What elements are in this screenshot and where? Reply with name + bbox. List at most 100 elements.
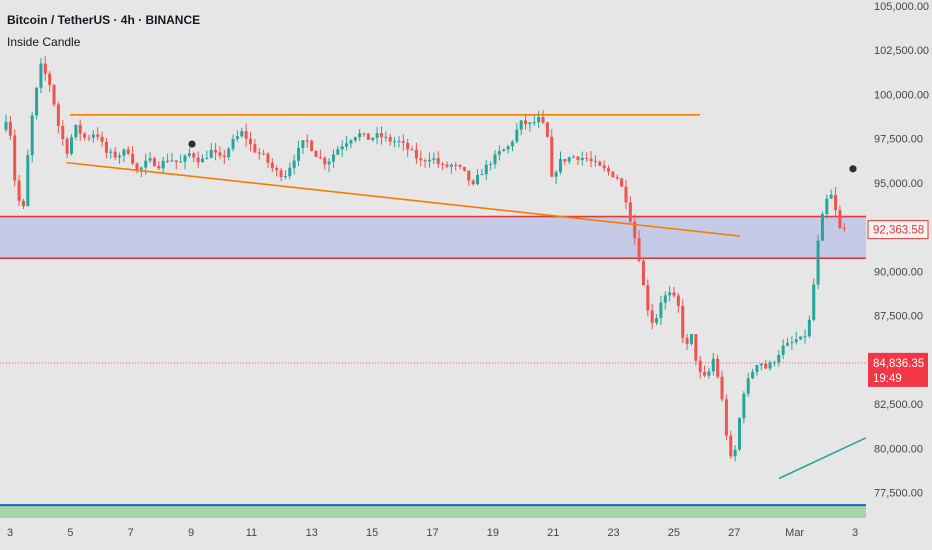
candle-body xyxy=(576,156,580,160)
candle xyxy=(331,149,335,168)
candle-body xyxy=(166,160,170,162)
candle-body xyxy=(371,137,375,140)
candle-body xyxy=(179,161,183,163)
candle xyxy=(375,126,379,144)
candle-body xyxy=(301,140,305,148)
candle xyxy=(611,171,615,178)
candle xyxy=(554,170,558,185)
candle-body xyxy=(379,133,383,137)
candle-body xyxy=(650,310,654,323)
candle-body xyxy=(148,158,152,161)
candle xyxy=(131,145,135,166)
candle xyxy=(663,291,667,310)
candle-body xyxy=(593,161,597,163)
price-tick-label: 95,000.00 xyxy=(874,178,923,190)
candle xyxy=(668,286,672,302)
candle xyxy=(432,152,436,165)
candle xyxy=(318,149,322,160)
candle xyxy=(742,391,746,424)
candle xyxy=(532,115,536,126)
candle-body xyxy=(318,157,322,159)
candle-body xyxy=(17,180,21,201)
candle xyxy=(39,58,43,93)
candle xyxy=(768,360,772,371)
price-tick-label: 100,000.00 xyxy=(874,89,929,101)
symbol-title[interactable]: Bitcoin / TetherUS · 4h · BINANCE xyxy=(7,13,201,27)
candle-body xyxy=(746,378,750,394)
uptrend-line xyxy=(778,437,867,480)
candle-body xyxy=(755,365,759,372)
candle-body xyxy=(607,168,611,172)
candle-body xyxy=(56,104,60,126)
candle xyxy=(8,115,12,140)
candle xyxy=(820,211,824,241)
candle-body xyxy=(646,285,650,311)
time-axis[interactable]: 3 5 7 9 11 13 15 17 19 21 23 25 27 Mar 3 xyxy=(7,527,858,539)
candle xyxy=(807,315,811,339)
candle-body xyxy=(327,161,331,165)
candle-body xyxy=(641,260,645,286)
candle xyxy=(593,155,597,167)
candle-body xyxy=(764,363,768,369)
candle xyxy=(196,151,200,168)
candle xyxy=(74,124,78,141)
candle xyxy=(515,123,519,144)
candle-body xyxy=(423,160,427,162)
time-tick-label: Mar xyxy=(785,527,804,539)
candle xyxy=(78,119,82,141)
candle-body xyxy=(550,136,554,177)
candle-body xyxy=(21,200,25,207)
current-price-label: 84,836.35 xyxy=(873,358,924,370)
candle-body xyxy=(668,292,672,296)
support-zone xyxy=(0,216,866,259)
candle xyxy=(379,126,383,145)
candle-body xyxy=(139,167,143,170)
candle xyxy=(655,314,659,326)
candle xyxy=(746,373,750,397)
candle-body xyxy=(794,339,798,343)
candle xyxy=(104,137,108,159)
candle xyxy=(336,145,340,156)
candle xyxy=(707,367,711,379)
candle-body xyxy=(436,158,440,164)
candle-body xyxy=(720,376,724,400)
candle-body xyxy=(707,371,711,376)
candle xyxy=(545,121,549,138)
price-tick-label: 97,500.00 xyxy=(874,134,923,146)
price-axis[interactable]: 77,500.0080,000.0082,500.0085,000.0087,5… xyxy=(874,1,929,500)
candle xyxy=(56,102,60,134)
candle xyxy=(270,158,274,173)
indicator-label[interactable]: Inside Candle xyxy=(7,35,81,49)
candle xyxy=(441,161,445,171)
candle-body xyxy=(777,354,781,363)
candle-body xyxy=(122,149,126,156)
candle xyxy=(764,360,768,370)
candle-body xyxy=(214,149,218,153)
candle-body xyxy=(428,159,432,162)
candle xyxy=(589,151,593,168)
candle xyxy=(803,329,807,344)
candle-body xyxy=(528,122,532,125)
candle xyxy=(598,160,602,167)
candle xyxy=(772,360,776,367)
candle xyxy=(585,152,589,162)
candle xyxy=(118,152,122,164)
countdown-label: 19:49 xyxy=(873,373,902,385)
candle-body xyxy=(554,172,558,177)
candle-body xyxy=(297,147,301,161)
candle xyxy=(187,147,191,158)
candle-body xyxy=(737,418,741,450)
candle-body xyxy=(87,137,91,139)
candle-body xyxy=(580,157,584,160)
candle xyxy=(628,196,632,225)
candle-body xyxy=(681,305,685,338)
candle xyxy=(96,127,100,141)
candle xyxy=(218,146,222,160)
inside-candle-markers xyxy=(188,140,857,173)
candle xyxy=(462,166,466,172)
candle-body xyxy=(235,136,239,139)
time-tick-label: 23 xyxy=(607,527,619,539)
candle xyxy=(751,368,755,380)
candle xyxy=(524,114,528,130)
